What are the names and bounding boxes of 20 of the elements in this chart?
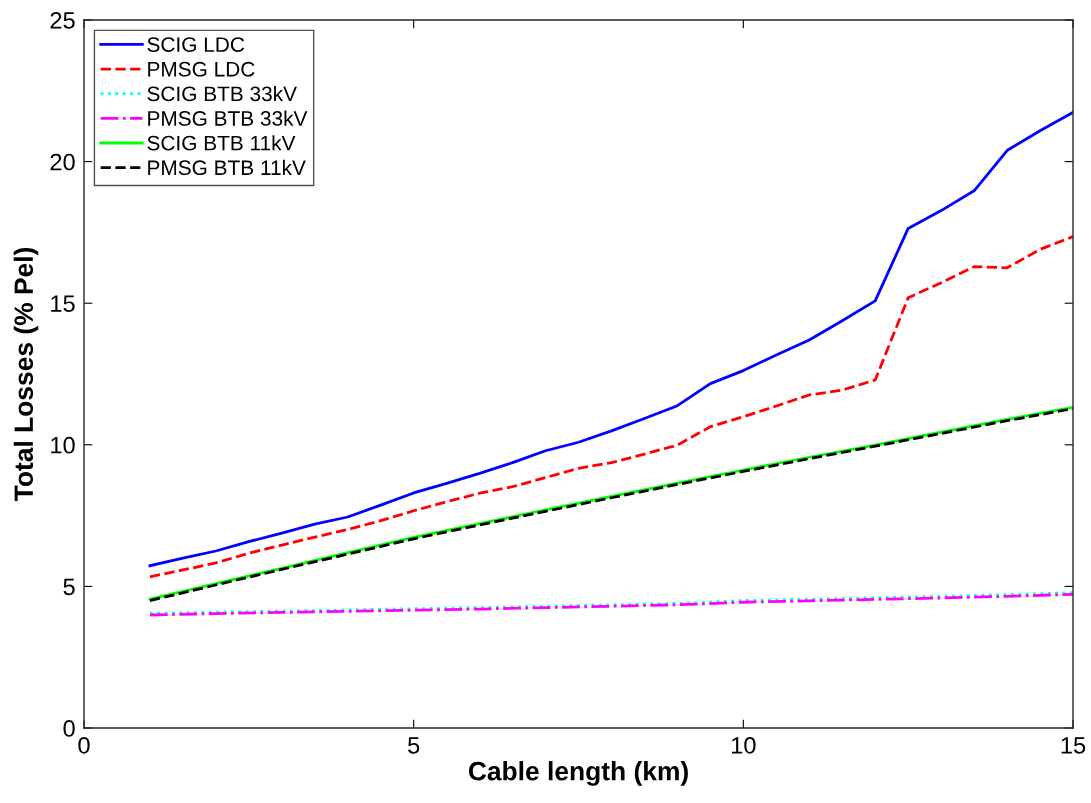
legend-label: PMSG BTB 33kV <box>148 110 308 126</box>
x-tick-label: 5 <box>408 737 420 754</box>
x-tick-label: 10 <box>732 736 756 754</box>
line-series <box>148 235 1073 579</box>
y-tick-label: 25 <box>50 12 75 29</box>
legend-label: SCIG LDC <box>147 37 245 52</box>
legend-label: SCIG BTB 11kV <box>147 135 296 151</box>
x-tick-label: 0 <box>78 736 90 754</box>
x-axis-title: Cable length (km) <box>468 761 688 786</box>
y-tick-label: 10 <box>51 436 75 454</box>
y-tick-label: 20 <box>50 153 75 171</box>
y-tick-label: 15 <box>51 295 75 312</box>
line-series <box>148 110 1073 568</box>
legend-label: PMSG LDC <box>148 61 255 77</box>
legend-label: PMSG BTB 11kV <box>148 159 306 176</box>
x-tick-label: 15 <box>1061 737 1086 754</box>
y-tick-label: 0 <box>63 720 75 737</box>
y-tick-label: 5 <box>63 578 75 596</box>
legend-label: SCIG BTB 33kV <box>147 85 297 102</box>
y-axis-title: Total Losses (% Pel) <box>13 247 39 502</box>
